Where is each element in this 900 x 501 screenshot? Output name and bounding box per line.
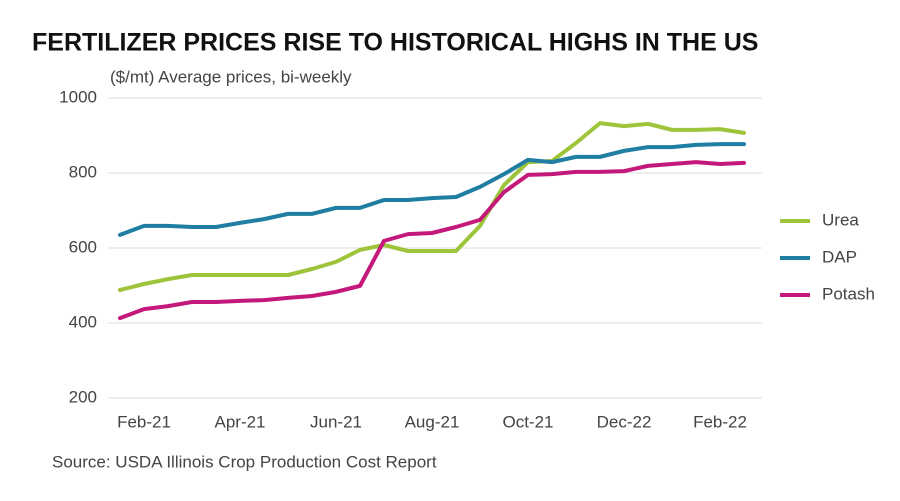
x-tick-label: Feb-22 bbox=[693, 412, 747, 431]
source-note: Source: USDA Illinois Crop Production Co… bbox=[52, 452, 437, 471]
x-tick-label: Oct-21 bbox=[502, 412, 553, 431]
y-tick-label: 800 bbox=[69, 162, 97, 181]
x-tick-label: Dec-22 bbox=[597, 412, 652, 431]
legend-label: Potash bbox=[822, 284, 875, 303]
x-tick-label: Jun-21 bbox=[310, 412, 362, 431]
y-tick-label: 200 bbox=[69, 387, 97, 406]
y-tick-label: 600 bbox=[69, 237, 97, 256]
legend-label: Urea bbox=[822, 210, 859, 229]
series-line bbox=[118, 142, 746, 237]
series-line bbox=[118, 121, 746, 292]
chart-title: FERTILIZER PRICES RISE TO HISTORICAL HIG… bbox=[32, 29, 758, 57]
series-line bbox=[118, 160, 746, 321]
y-tick-label: 400 bbox=[69, 312, 97, 331]
x-tick-label: Feb-21 bbox=[117, 412, 171, 431]
chart-subtitle: ($/mt) Average prices, bi-weekly bbox=[110, 67, 352, 86]
x-tick-label: Aug-21 bbox=[405, 412, 460, 431]
legend-label: DAP bbox=[822, 247, 857, 266]
x-tick-label: Apr-21 bbox=[214, 412, 265, 431]
y-tick-label: 1000 bbox=[59, 87, 97, 106]
